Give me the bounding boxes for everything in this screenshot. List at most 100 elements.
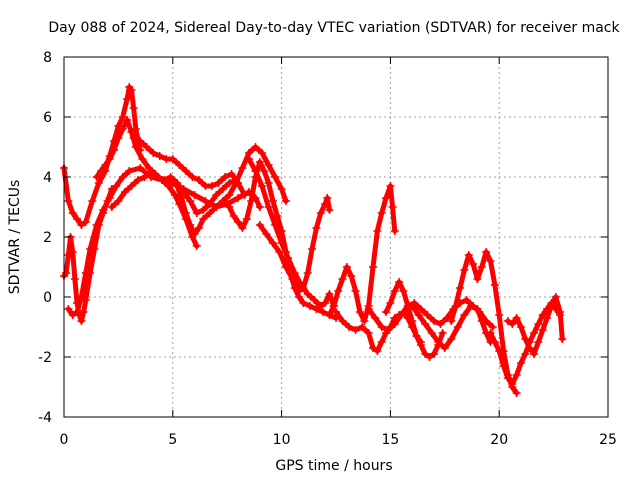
data-point [234,218,243,226]
data-point [495,311,504,319]
data-point [77,293,86,301]
data-point [225,203,234,211]
grid-layer [64,57,608,417]
series-trace [246,156,337,309]
data-point [377,323,386,331]
data-point [277,185,286,193]
data-point [318,308,327,316]
data-point [551,293,560,301]
data-point [390,227,399,235]
data-point [101,161,110,169]
data-point [421,350,430,358]
data-point [412,332,421,340]
series-satellite-track-15 [408,302,495,352]
data-point [355,308,364,316]
data-point [201,197,210,205]
y-tick-label: 6 [43,110,52,126]
data-point [310,296,319,304]
data-point [127,128,136,136]
data-point [199,206,208,214]
series-satellite-track-4 [92,116,201,250]
data-point [325,290,334,298]
tick-layer [63,56,609,418]
data-point [368,263,377,271]
data-point [440,344,449,352]
data-point [144,164,153,172]
data-point [299,284,308,292]
data-point [81,269,90,277]
series-trace [174,144,289,237]
data-point [129,104,138,112]
data-point [68,248,77,256]
data-point [316,209,325,217]
data-point [149,149,158,157]
data-point [131,143,140,151]
series-satellite-track-7 [173,143,290,238]
data-point [538,311,547,319]
series-trace [257,195,332,294]
data-point [244,155,253,163]
data-point [360,317,369,325]
data-point [207,182,216,190]
data-point [477,263,486,271]
data-point [105,194,114,202]
data-point [64,251,73,259]
data-point [264,203,273,211]
data-point [490,338,499,346]
data-point [466,302,475,310]
data-point [390,287,399,295]
data-point [277,239,286,247]
y-tick-label: 2 [43,230,52,246]
data-point [530,350,539,358]
data-point [399,287,408,295]
data-point [186,197,195,205]
data-point [214,179,223,187]
data-point [131,125,140,133]
data-point [408,317,417,325]
data-point [170,191,179,199]
data-point [255,203,264,211]
x-tick-label: 25 [599,432,617,448]
data-point [212,191,221,199]
data-point [238,164,247,172]
data-point [164,182,173,190]
data-point [395,278,404,286]
data-point [123,95,132,103]
data-point [227,170,236,178]
data-point [477,317,486,325]
data-point [229,212,238,220]
data-point [125,167,134,175]
data-point [177,194,186,202]
data-point [473,275,482,283]
data-point [190,191,199,199]
data-point [114,134,123,142]
x-tick-label: 20 [490,432,508,448]
data-point [358,323,367,331]
data-point [133,176,142,184]
data-point [118,173,127,181]
data-point [508,380,517,388]
x-tick-label: 10 [273,432,291,448]
data-point [225,191,234,199]
data-point [512,389,521,397]
data-point [166,173,175,181]
data-point [538,326,547,334]
data-point [323,194,332,202]
data-point [547,302,556,310]
data-point [521,350,530,358]
data-point [247,197,256,205]
data-point [264,179,273,187]
data-point [205,200,214,208]
data-point [414,311,423,319]
data-point [140,173,149,181]
data-point [447,317,456,325]
data-point [334,287,343,295]
data-point [325,206,334,214]
data-point [427,329,436,337]
data-point [512,314,521,322]
data-point [447,335,456,343]
data-point [284,254,293,262]
data-point [416,305,425,313]
data-point [303,290,312,298]
data-point [451,302,460,310]
